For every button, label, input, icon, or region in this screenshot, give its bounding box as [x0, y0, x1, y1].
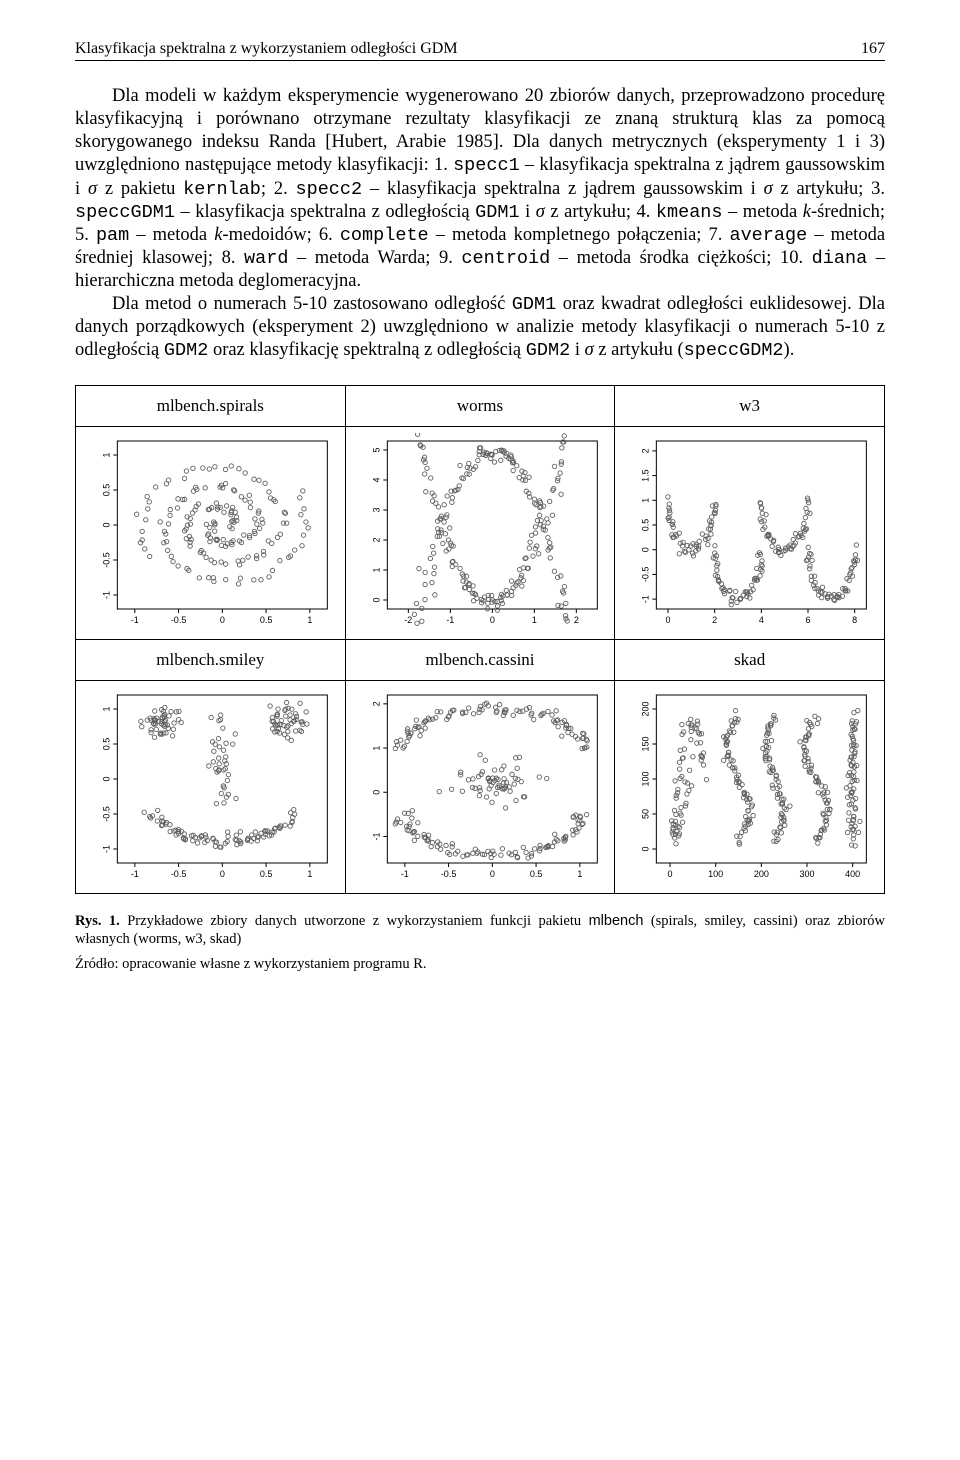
panel-cassini: -1 -0.5 0 0.5 1 -1 0 1 2 — [352, 687, 609, 887]
panel-label-w3: w3 — [615, 385, 885, 426]
svg-text:-1: -1 — [400, 869, 408, 879]
svg-text:5: 5 — [371, 447, 381, 452]
svg-text:-0.5: -0.5 — [641, 566, 651, 582]
running-head: Klasyfikacja spektralna z wykorzystaniem… — [75, 40, 885, 61]
paragraph-2: Dla metod o numerach 5-10 zastosowano od… — [75, 293, 885, 362]
svg-text:0.5: 0.5 — [641, 518, 651, 531]
svg-text:1: 1 — [371, 745, 381, 750]
svg-text:2: 2 — [371, 701, 381, 706]
svg-text:1: 1 — [577, 869, 582, 879]
running-title: Klasyfikacja spektralna z wykorzystaniem… — [75, 40, 841, 58]
svg-text:-1: -1 — [446, 615, 454, 625]
svg-text:-1: -1 — [641, 595, 651, 603]
svg-text:1.5: 1.5 — [641, 469, 651, 482]
figure-caption: Rys. 1. Przykładowe zbiory danych utworz… — [75, 912, 885, 948]
svg-text:0: 0 — [371, 597, 381, 602]
svg-text:-0.5: -0.5 — [101, 806, 111, 822]
panel-smiley: -1 -0.5 0 0.5 1 -1 -0.5 0 0.5 1 — [82, 687, 339, 887]
svg-text:0.5: 0.5 — [260, 869, 273, 879]
svg-text:1: 1 — [641, 497, 651, 502]
svg-text:8: 8 — [852, 615, 857, 625]
svg-text:1: 1 — [101, 452, 111, 457]
svg-text:0: 0 — [101, 776, 111, 781]
panel-skad: 0 100 200 300 400 0 50 100 150 200 — [621, 687, 878, 887]
svg-text:-0.5: -0.5 — [171, 615, 187, 625]
panel-label-spirals: mlbench.spirals — [76, 385, 346, 426]
svg-text:0: 0 — [371, 789, 381, 794]
figure-grid: mlbench.spirals worms w3 -1 -0.5 0 0.5 1 -1 -0… — [75, 385, 885, 894]
svg-text:100: 100 — [708, 869, 723, 879]
svg-text:0: 0 — [220, 615, 225, 625]
svg-text:1: 1 — [101, 706, 111, 711]
svg-text:-0.5: -0.5 — [440, 869, 456, 879]
svg-text:0: 0 — [666, 615, 671, 625]
svg-text:0.5: 0.5 — [101, 483, 111, 496]
svg-text:100: 100 — [641, 771, 651, 786]
svg-text:1: 1 — [371, 567, 381, 572]
svg-text:0: 0 — [489, 615, 494, 625]
svg-text:50: 50 — [641, 808, 651, 818]
svg-text:200: 200 — [641, 701, 651, 716]
svg-text:-0.5: -0.5 — [171, 869, 187, 879]
panel-label-worms: worms — [345, 385, 615, 426]
svg-text:2: 2 — [573, 615, 578, 625]
svg-text:0.5: 0.5 — [101, 737, 111, 750]
svg-text:-1: -1 — [101, 844, 111, 852]
svg-text:400: 400 — [845, 869, 860, 879]
svg-text:4: 4 — [371, 477, 381, 482]
svg-text:2: 2 — [641, 448, 651, 453]
panel-w3: 0 2 4 6 8 -1 -0.5 0 0.5 1 1.5 2 — [621, 433, 878, 633]
svg-text:150: 150 — [641, 736, 651, 751]
svg-text:0.5: 0.5 — [529, 869, 542, 879]
panel-worms: -2 -1 0 1 2 0 1 2 3 4 5 — [352, 433, 609, 633]
svg-text:6: 6 — [806, 615, 811, 625]
svg-text:4: 4 — [759, 615, 764, 625]
panel-label-cassini: mlbench.cassini — [345, 639, 615, 680]
panel-spirals: -1 -0.5 0 0.5 1 -1 -0.5 0 0.5 1 — [82, 433, 339, 633]
svg-text:200: 200 — [754, 869, 769, 879]
svg-text:0: 0 — [489, 869, 494, 879]
page-number: 167 — [861, 40, 885, 58]
svg-text:1: 1 — [531, 615, 536, 625]
svg-text:1: 1 — [307, 615, 312, 625]
svg-text:2: 2 — [371, 537, 381, 542]
panel-label-skad: skad — [615, 639, 885, 680]
figure-source: Źródło: opracowanie własne z wykorzystan… — [75, 956, 885, 973]
svg-text:0: 0 — [641, 846, 651, 851]
svg-text:1: 1 — [307, 869, 312, 879]
panel-label-smiley: mlbench.smiley — [76, 639, 346, 680]
svg-text:300: 300 — [800, 869, 815, 879]
svg-text:3: 3 — [371, 507, 381, 512]
svg-text:-1: -1 — [371, 832, 381, 840]
svg-text:-1: -1 — [131, 615, 139, 625]
paragraph-1: Dla modeli w każdym eksperymencie wygene… — [75, 85, 885, 293]
svg-text:0: 0 — [641, 547, 651, 552]
svg-text:2: 2 — [712, 615, 717, 625]
svg-text:0: 0 — [668, 869, 673, 879]
svg-text:0: 0 — [101, 522, 111, 527]
svg-text:-0.5: -0.5 — [101, 552, 111, 568]
svg-text:-1: -1 — [131, 869, 139, 879]
svg-text:-1: -1 — [101, 590, 111, 598]
svg-text:0.5: 0.5 — [260, 615, 273, 625]
svg-text:-2: -2 — [404, 615, 412, 625]
svg-text:0: 0 — [220, 869, 225, 879]
